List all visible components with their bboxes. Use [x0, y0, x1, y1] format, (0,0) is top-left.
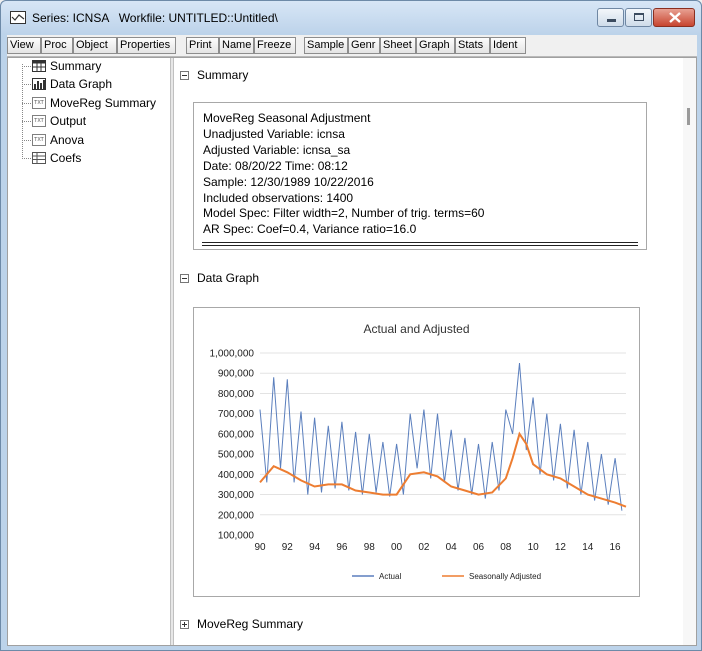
scroll-thumb[interactable]	[687, 108, 690, 125]
summary-line: Date: 08/20/22 Time: 08:12	[203, 158, 348, 173]
y-tick-label: 400,000	[218, 470, 255, 481]
series-adjusted-line	[259, 431, 627, 508]
x-tick-label: 92	[282, 542, 294, 553]
window-title: Series: ICNSA Workfile: UNTITLED::Untitl…	[32, 11, 278, 25]
summary-line: AR Spec: Coef=0.4, Variance ratio=16.0	[203, 222, 417, 237]
text-icon: TXT	[32, 115, 46, 127]
x-tick-label: 10	[528, 542, 540, 553]
collapse-icon[interactable]	[180, 71, 189, 80]
close-icon	[669, 12, 681, 23]
summary-line: Sample: 12/30/1989 10/22/2016	[203, 174, 374, 189]
double-rule	[202, 242, 638, 246]
legend-label-adjusted: Seasonally Adjusted	[469, 572, 541, 581]
graph-icon	[32, 78, 46, 90]
x-tick-label: 12	[555, 542, 567, 553]
summary-box: MoveReg Seasonal Adjustment Unadjusted V…	[193, 102, 647, 250]
chart-frame: Actual and Adjusted 1,000,000 900,000 800,0…	[193, 307, 640, 597]
y-tick-label: 300,000	[218, 490, 255, 501]
maximize-button[interactable]	[625, 8, 652, 27]
freeze-button[interactable]: Freeze	[254, 37, 296, 54]
table-icon	[32, 152, 46, 164]
x-tick-label: 98	[364, 542, 376, 553]
proc-button[interactable]: Proc	[41, 37, 73, 54]
y-tick-label: 1,000,000	[210, 349, 255, 360]
tree-connector	[22, 64, 23, 159]
maximize-icon	[634, 13, 644, 21]
print-button[interactable]: Print	[186, 37, 219, 54]
x-tick-label: 90	[254, 542, 266, 553]
y-tick-label: 100,000	[218, 531, 255, 542]
x-tick-label: 04	[446, 542, 458, 553]
tree-item-label: Anova	[50, 133, 85, 147]
legend-label-actual: Actual	[379, 572, 401, 581]
tree-item-label: Output	[50, 114, 87, 128]
chart: Actual and Adjusted 1,000,000 900,000 800,0…	[210, 322, 627, 581]
x-tick-label: 96	[336, 542, 348, 553]
sample-button[interactable]: Sample	[304, 37, 348, 54]
tree-item-label: Summary	[50, 59, 102, 73]
vertical-scrollbar[interactable]	[683, 58, 696, 645]
summary-line: Included observations: 1400	[203, 190, 354, 205]
chart-title: Actual and Adjusted	[363, 322, 469, 336]
y-tick-label: 200,000	[218, 510, 255, 521]
summary-line: Adjusted Variable: icnsa_sa	[203, 142, 351, 157]
x-tick-label: 02	[418, 542, 430, 553]
minimize-icon	[607, 19, 616, 22]
x-tick-label: 16	[610, 542, 622, 553]
y-tick-label: 500,000	[218, 450, 255, 461]
collapse-icon[interactable]	[180, 274, 189, 283]
summary-line: Unadjusted Variable: icnsa	[203, 126, 345, 141]
output-tree: Summary Data Graph TXT MoveReg Summary T…	[8, 58, 170, 645]
summary-line: Model Spec: Filter width=2, Number of tr…	[203, 206, 485, 221]
tree-item-label: Coefs	[50, 151, 82, 165]
ident-button[interactable]: Ident	[490, 37, 526, 54]
section-title: MoveReg Summary	[197, 617, 304, 631]
minimize-button[interactable]	[597, 8, 624, 27]
graph-button[interactable]: Graph	[416, 37, 455, 54]
title-bar[interactable]: Series: ICNSA Workfile: UNTITLED::Untitl…	[1, 1, 701, 34]
stats-button[interactable]: Stats	[455, 37, 490, 54]
section-title: Data Graph	[197, 271, 260, 285]
genr-button[interactable]: Genr	[348, 37, 380, 54]
x-tick-label: 94	[309, 542, 321, 553]
tree-item-label: Data Graph	[50, 77, 113, 91]
y-tick-label: 900,000	[218, 369, 255, 380]
close-button[interactable]	[653, 8, 695, 27]
content-area: Summary Data Graph TXT MoveReg Summary T…	[7, 57, 697, 646]
sheet-button[interactable]: Sheet	[380, 37, 416, 54]
x-tick-label: 06	[473, 542, 485, 553]
section-title: Summary	[197, 68, 249, 82]
table-icon	[32, 60, 46, 72]
view-button[interactable]: View	[7, 37, 41, 54]
text-icon: TXT	[32, 134, 46, 146]
y-tick-label: 800,000	[218, 389, 255, 400]
tree-item-label: MoveReg Summary	[50, 96, 157, 110]
x-tick-label: 00	[391, 542, 403, 553]
y-tick-label: 600,000	[218, 429, 255, 440]
x-tick-label: 14	[582, 542, 594, 553]
output-pane: Summary MoveReg Seasonal Adjustment Unad…	[175, 58, 683, 645]
series-actual-line	[259, 363, 623, 511]
properties-button[interactable]: Properties	[117, 37, 176, 54]
toolbar: View Proc Object Properties Print Name F…	[7, 35, 697, 57]
text-icon: TXT	[32, 97, 46, 109]
x-tick-label: 08	[500, 542, 512, 553]
pane-splitter[interactable]	[170, 58, 174, 645]
y-tick-label: 700,000	[218, 409, 255, 420]
name-button[interactable]: Name	[219, 37, 254, 54]
expand-icon[interactable]	[180, 620, 189, 629]
object-button[interactable]: Object	[73, 37, 117, 54]
series-icon	[10, 11, 26, 24]
summary-line: MoveReg Seasonal Adjustment	[203, 111, 371, 125]
